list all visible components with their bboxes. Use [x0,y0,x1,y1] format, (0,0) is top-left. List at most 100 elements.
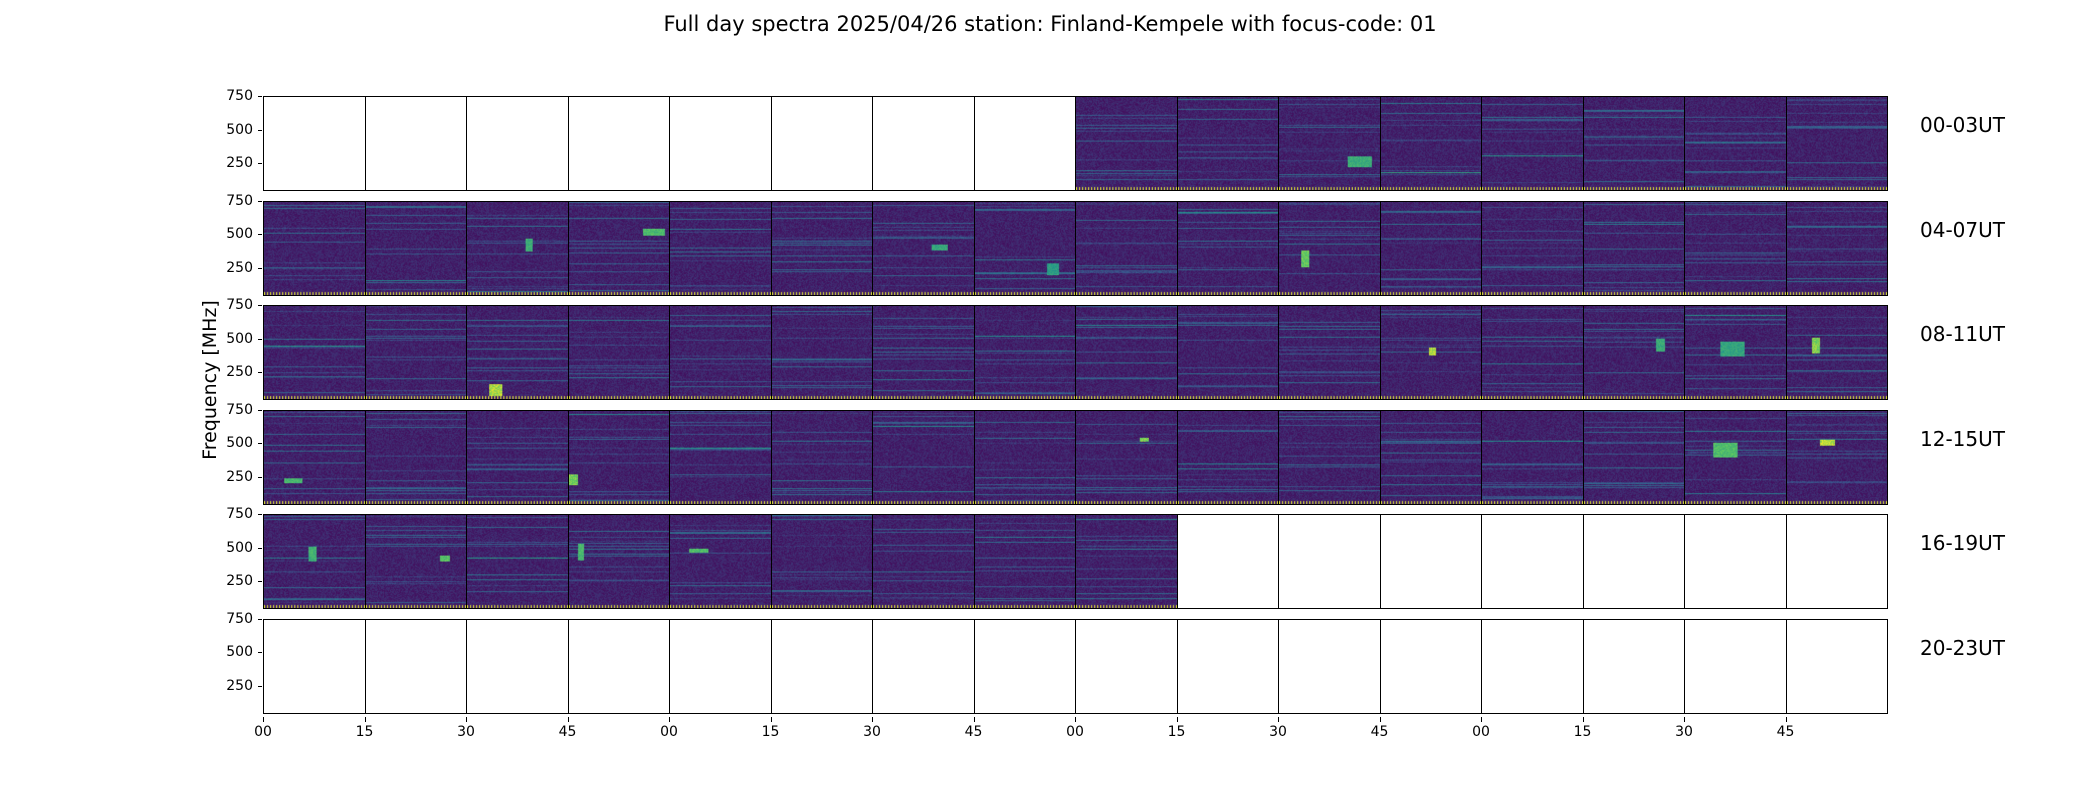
y-tick-label: 750 [226,506,253,522]
spectrogram-image [1786,201,1887,295]
spectrogram-image [873,515,974,608]
spectra-row: 04-07UT 750 500 250 [0,193,2100,301]
spectrogram-image [1177,306,1278,399]
x-tick-label: 45 [1370,724,1389,740]
x-tick-label: 30 [1675,724,1693,740]
spectrogram-panel [872,305,975,400]
spectrogram-panel [1379,305,1482,400]
spectrogram-panel [1075,514,1178,609]
x-tick-label: 30 [457,724,475,740]
spectrogram-image [467,410,568,504]
spectrogram-panel [1379,96,1482,191]
y-tick-mark [258,443,262,445]
y-tick-mark [258,652,262,654]
spectrogram-panel [770,200,873,296]
spectrogram-image [1685,201,1786,295]
spectrogram-panel [1785,409,1888,505]
spectrogram-panel [1379,200,1482,296]
spectrogram-panel [567,200,670,296]
spectrogram-image [1380,306,1481,399]
empty-panel [1075,618,1178,714]
spectrogram-panel [1684,200,1787,296]
spectrogram-image [1786,97,1887,190]
empty-panel [1481,514,1584,609]
spectrogram-image [1482,201,1583,295]
spectrogram-image [670,515,771,608]
empty-panel [1481,618,1584,714]
y-tick-mark [258,96,262,97]
spectra-row: 00-03UT 750 500 250 [0,88,2100,196]
y-tick-label: 750 [226,610,253,627]
spectrogram-image [873,201,974,295]
spectrogram-panel [263,409,366,505]
spectrogram-image [974,306,1075,399]
spectrogram-image [568,306,669,399]
spectrogram-image [873,410,974,504]
spectrogram-image [467,306,568,399]
spectrogram-panel [1075,200,1178,296]
y-tick-mark [258,409,262,411]
spectrogram-image [1076,306,1177,399]
y-tick-mark [258,305,262,306]
x-tick-label: 15 [355,724,374,740]
x-tick-label: 15 [1167,724,1186,740]
y-tick-mark [258,338,262,340]
spectrogram-image [264,306,365,399]
spectrogram-panel [770,409,873,505]
spectrogram-panel [669,200,772,296]
spectrogram-panel [669,409,772,505]
x-tick-mark [1582,717,1584,722]
y-tick-label: 500 [226,121,253,138]
spectrogram-image [1177,97,1278,190]
spectrogram-panel [1684,305,1787,400]
x-tick-mark [466,717,467,722]
spectrogram-panel [364,305,467,400]
spectrogram-image [1786,410,1887,504]
spectrogram-panel [669,305,772,400]
spectrogram-image [1177,410,1278,504]
spectrogram-panel [770,514,873,609]
spectrogram-image [365,201,466,295]
x-tick-mark [1379,717,1381,722]
spectrogram-panel [1075,96,1178,191]
x-tick-label: 30 [863,724,881,740]
spectrogram-image [365,515,466,608]
x-tick-label: 15 [1573,724,1592,740]
spectrogram-image [670,410,771,504]
empty-panel [669,96,772,191]
spectrogram-image [1583,201,1684,295]
x-tick-label: 00 [1066,724,1084,740]
spectrogram-panel [466,305,569,400]
spectra-row: 08-11UT 750 500 250 [0,297,2100,405]
y-tick-mark [258,200,262,202]
empty-panel [263,618,366,714]
y-tick-mark [258,476,262,478]
spectrogram-image [873,306,974,399]
spectrogram-image [1279,410,1380,504]
y-tick-label: 500 [226,226,253,243]
spectrogram-panel [1582,200,1685,296]
spectrogram-image [1279,201,1380,295]
empty-panel [1176,618,1279,714]
empty-panel [872,618,975,714]
spectrogram-panel [1481,96,1584,191]
x-tick-label: 45 [1776,724,1795,740]
spectrogram-image [670,201,771,295]
spectrogram-image [1482,97,1583,190]
spectrogram-panel [567,409,670,505]
spectrogram-image [1786,306,1887,399]
spectrogram-image [974,201,1075,295]
spectrogram-panel [466,200,569,296]
spectrogram-image [365,306,466,399]
y-tick-label: 250 [226,364,253,381]
spectrogram-panel [364,514,467,609]
spectrogram-panel [1684,96,1787,191]
spectrogram-image [1076,97,1177,190]
x-tick-mark [1785,717,1787,722]
empty-panel [1582,514,1685,609]
spectrogram-image [1685,410,1786,504]
row-time-label: 08-11UT [1920,322,2005,346]
row-time-label: 04-07UT [1920,217,2005,242]
spectrogram-image [1685,97,1786,190]
spectrogram-image [1380,410,1481,504]
